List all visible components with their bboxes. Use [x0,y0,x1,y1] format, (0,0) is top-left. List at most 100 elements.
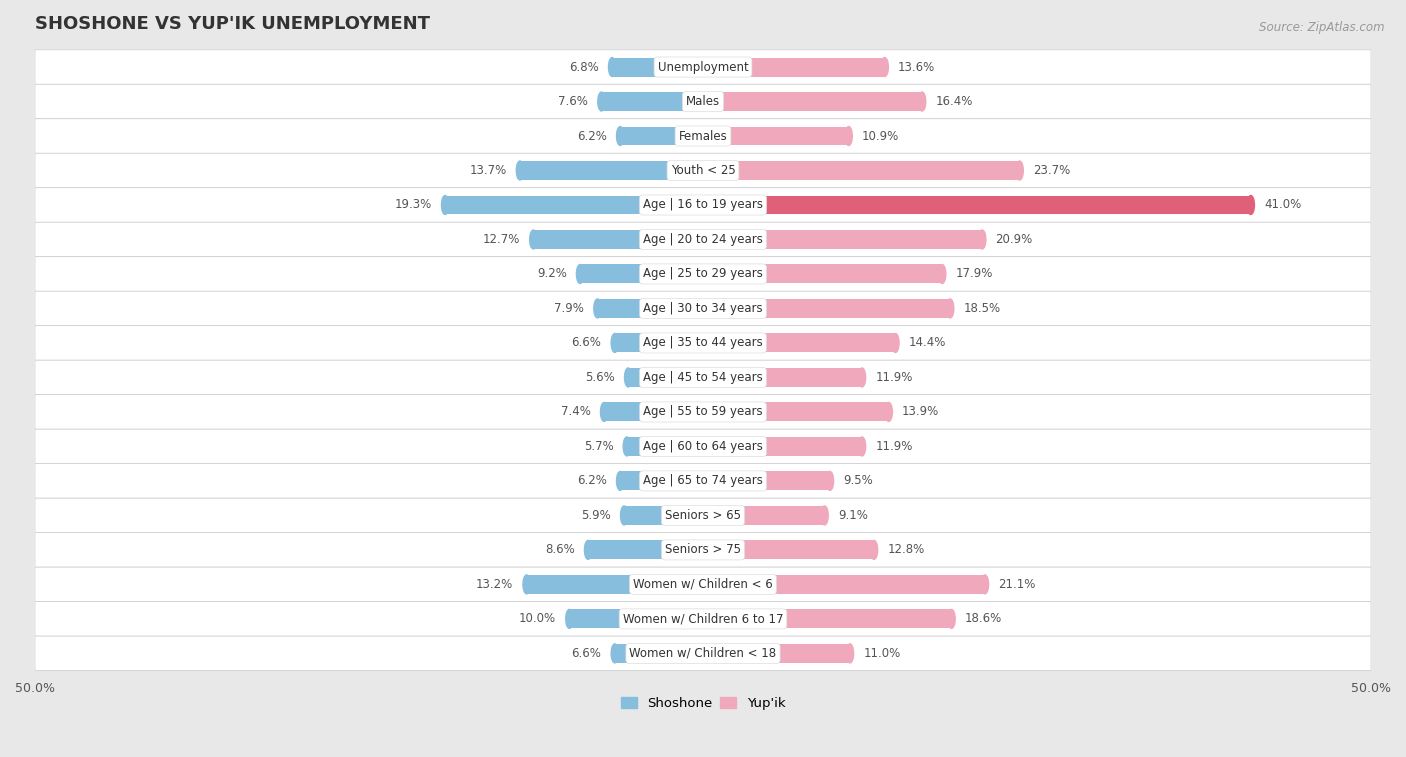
Circle shape [884,403,893,422]
Text: 18.6%: 18.6% [965,612,1002,625]
Text: 7.9%: 7.9% [554,302,583,315]
Text: Women w/ Children 6 to 17: Women w/ Children 6 to 17 [623,612,783,625]
Bar [533,230,703,249]
Bar [602,92,703,111]
Text: Age | 30 to 34 years: Age | 30 to 34 years [643,302,763,315]
Circle shape [585,540,592,559]
Circle shape [530,230,537,249]
FancyBboxPatch shape [35,50,1371,84]
Text: Age | 35 to 44 years: Age | 35 to 44 years [643,336,763,350]
Text: Unemployment: Unemployment [658,61,748,73]
Circle shape [846,644,853,663]
FancyBboxPatch shape [35,533,1371,567]
Circle shape [891,334,898,353]
Text: 11.9%: 11.9% [876,371,912,384]
Text: 9.1%: 9.1% [838,509,868,522]
Bar [628,368,703,387]
Circle shape [858,437,866,456]
Bar [703,264,942,283]
Text: 18.5%: 18.5% [963,302,1001,315]
Bar [614,334,703,353]
Text: 13.6%: 13.6% [898,61,935,73]
FancyBboxPatch shape [35,394,1371,429]
Bar [614,644,703,663]
Bar [620,126,703,145]
Bar [624,506,703,525]
Bar [620,472,703,491]
Circle shape [620,506,628,525]
Text: 6.2%: 6.2% [576,475,607,488]
Text: 23.7%: 23.7% [1033,164,1070,177]
FancyBboxPatch shape [35,636,1371,671]
Circle shape [616,126,624,145]
Circle shape [441,195,449,214]
Circle shape [516,161,523,180]
Circle shape [979,230,986,249]
Text: Age | 16 to 19 years: Age | 16 to 19 years [643,198,763,211]
FancyBboxPatch shape [35,429,1371,464]
Text: 11.9%: 11.9% [876,440,912,453]
Text: Age | 60 to 64 years: Age | 60 to 64 years [643,440,763,453]
FancyBboxPatch shape [35,188,1371,223]
Text: 8.6%: 8.6% [546,544,575,556]
Text: 7.4%: 7.4% [561,406,591,419]
Text: SHOSHONE VS YUP'IK UNEMPLOYMENT: SHOSHONE VS YUP'IK UNEMPLOYMENT [35,15,430,33]
Text: Seniors > 75: Seniors > 75 [665,544,741,556]
Circle shape [946,299,953,318]
Text: 9.2%: 9.2% [537,267,567,281]
Bar [612,58,703,76]
Text: Source: ZipAtlas.com: Source: ZipAtlas.com [1260,21,1385,34]
Circle shape [918,92,925,111]
Text: 10.0%: 10.0% [519,612,555,625]
Text: Women w/ Children < 6: Women w/ Children < 6 [633,578,773,591]
Text: 16.4%: 16.4% [935,95,973,108]
Text: 10.9%: 10.9% [862,129,900,142]
Text: Males: Males [686,95,720,108]
Circle shape [623,437,630,456]
Text: 6.6%: 6.6% [572,336,602,350]
Circle shape [612,334,619,353]
Circle shape [1247,195,1254,214]
Bar [446,195,703,214]
Text: 11.0%: 11.0% [863,647,901,660]
Bar [588,540,703,559]
Circle shape [616,472,624,491]
Bar [598,299,703,318]
Text: Age | 45 to 54 years: Age | 45 to 54 years [643,371,763,384]
Text: 5.7%: 5.7% [583,440,613,453]
Text: Females: Females [679,129,727,142]
Bar [703,609,952,628]
Bar [703,195,1251,214]
Circle shape [523,575,530,594]
Bar [703,437,862,456]
Bar [569,609,703,628]
Text: 19.3%: 19.3% [395,198,432,211]
Text: Age | 20 to 24 years: Age | 20 to 24 years [643,233,763,246]
Bar [703,472,830,491]
Circle shape [858,368,866,387]
Text: 41.0%: 41.0% [1264,198,1302,211]
Circle shape [948,609,955,628]
Circle shape [565,609,574,628]
Bar [703,334,896,353]
Circle shape [1017,161,1024,180]
FancyBboxPatch shape [35,326,1371,360]
Circle shape [981,575,988,594]
FancyBboxPatch shape [35,257,1371,291]
FancyBboxPatch shape [35,119,1371,153]
Circle shape [827,472,834,491]
Bar [703,92,922,111]
Text: 12.7%: 12.7% [482,233,520,246]
FancyBboxPatch shape [35,291,1371,326]
Text: 7.6%: 7.6% [558,95,588,108]
Legend: Shoshone, Yup'ik: Shoshone, Yup'ik [616,692,790,715]
Circle shape [845,126,852,145]
Circle shape [600,403,607,422]
FancyBboxPatch shape [35,153,1371,188]
FancyBboxPatch shape [35,464,1371,498]
Text: Youth < 25: Youth < 25 [671,164,735,177]
Text: Age | 25 to 29 years: Age | 25 to 29 years [643,267,763,281]
Text: 21.1%: 21.1% [998,578,1036,591]
Text: 6.2%: 6.2% [576,129,607,142]
Bar [703,126,849,145]
